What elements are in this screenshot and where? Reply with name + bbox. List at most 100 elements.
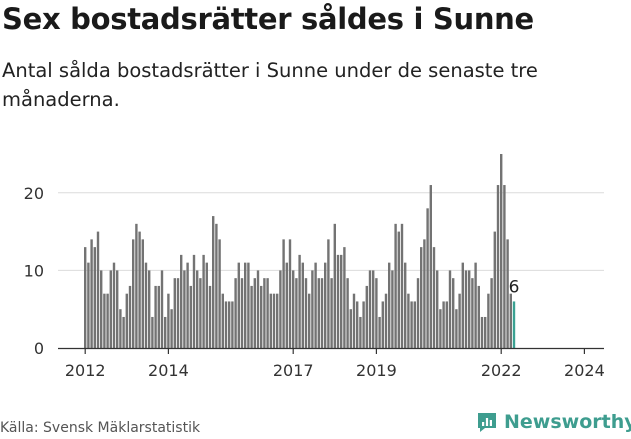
bar [228, 301, 231, 348]
bar [138, 231, 141, 348]
y-tick-label: 0 [34, 339, 44, 358]
newsworthy-brand[interactable]: Newsworthy [476, 409, 631, 435]
bar [167, 293, 170, 348]
x-tick-label: 2024 [564, 361, 605, 380]
bar [244, 262, 247, 348]
bar [288, 239, 292, 348]
bar [231, 301, 234, 348]
bar [506, 239, 509, 348]
bar [180, 254, 183, 348]
bar [471, 278, 474, 348]
bar [413, 301, 416, 348]
bar [442, 301, 445, 348]
bar [247, 262, 250, 348]
bar [279, 270, 282, 348]
bar [250, 285, 253, 348]
bar [500, 154, 503, 348]
bar [381, 301, 384, 348]
bar [215, 223, 218, 348]
bar [490, 278, 493, 348]
bar [183, 270, 186, 348]
bar [423, 239, 426, 348]
x-tick-label: 2012 [65, 361, 106, 380]
bar [404, 262, 407, 348]
bar [362, 301, 365, 348]
bar [407, 293, 410, 348]
chart-subtitle: Antal sålda bostadsrätter i Sunne under … [2, 59, 538, 111]
bar [125, 293, 128, 348]
bar [365, 285, 368, 348]
bar [164, 316, 167, 348]
bar [157, 285, 160, 348]
bar [84, 247, 87, 348]
bar [359, 316, 362, 348]
bar [282, 239, 285, 348]
bar [356, 301, 359, 348]
bar [301, 262, 304, 348]
source-note: Källa: Svensk Mäklarstatistik [0, 420, 201, 436]
bar [221, 293, 224, 348]
bar [205, 262, 208, 348]
bar [394, 223, 397, 348]
bar [464, 270, 468, 348]
bar [132, 239, 135, 348]
bar [458, 293, 461, 348]
bar [292, 270, 295, 348]
bar [272, 293, 276, 348]
bar [314, 262, 317, 348]
bar [352, 293, 356, 348]
bar [468, 270, 471, 348]
highlight-value-label: 6 [509, 277, 520, 297]
bar [266, 278, 269, 348]
bar [295, 278, 298, 348]
bar [375, 278, 378, 348]
bar [154, 285, 157, 348]
y-tick-label: 20 [24, 184, 44, 203]
bar [122, 316, 125, 348]
bar [237, 262, 240, 348]
bar [400, 223, 404, 348]
bar [170, 309, 173, 348]
bar [317, 278, 320, 348]
bar [116, 270, 119, 348]
bar [196, 270, 199, 348]
bar-chart: 0 10 20 6 2012 2014 2017 2019 2022 2024 [24, 154, 605, 380]
bar [455, 309, 458, 348]
bar [509, 293, 512, 348]
bar [189, 285, 192, 348]
bar [388, 262, 391, 348]
bar [320, 278, 324, 348]
bar [480, 316, 484, 348]
bar [298, 254, 301, 348]
bar [141, 239, 144, 348]
bar [100, 270, 103, 348]
bar [128, 285, 132, 348]
y-tick-label: 10 [24, 261, 44, 280]
bar [436, 270, 439, 348]
bar [224, 301, 228, 348]
bar [477, 285, 480, 348]
bar [372, 270, 375, 348]
bar [311, 270, 314, 348]
bar [333, 223, 336, 348]
bar [445, 301, 448, 348]
x-tick-label: 2019 [356, 361, 397, 380]
bar [119, 309, 122, 348]
bar [260, 285, 263, 348]
x-tick-label: 2022 [481, 361, 522, 380]
bar [391, 270, 394, 348]
bar [112, 262, 116, 348]
bar [151, 316, 154, 348]
bar [234, 278, 237, 348]
bar [144, 262, 148, 348]
bar [160, 270, 164, 348]
bar [452, 278, 455, 348]
bar [106, 293, 109, 348]
bar [109, 270, 112, 348]
bar [202, 254, 205, 348]
bar [340, 254, 343, 348]
bar [173, 278, 176, 348]
newsworthy-logo-icon [478, 413, 496, 432]
bar [304, 278, 308, 348]
bar [208, 285, 212, 348]
